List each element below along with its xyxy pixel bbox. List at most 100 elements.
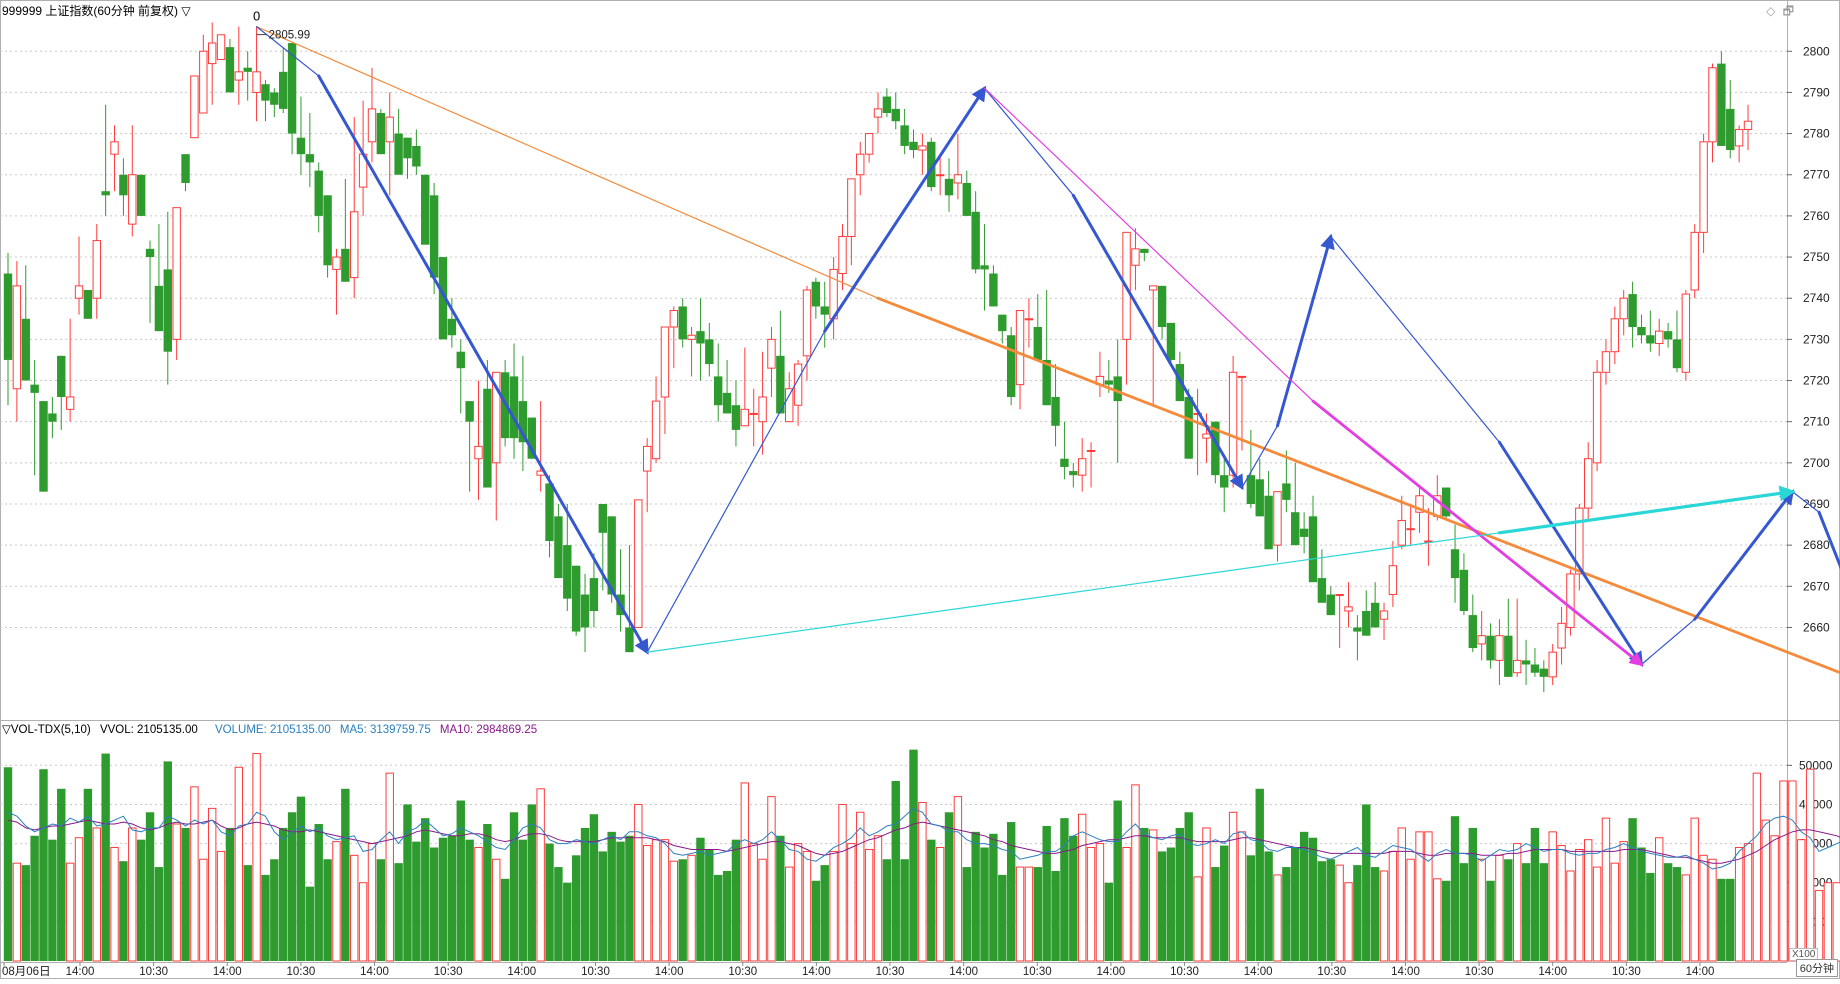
volume-bar [1060,818,1069,961]
volume-bar [154,867,164,961]
wave-line [1817,510,1840,570]
volume-bar [1477,858,1486,962]
volume-bar [1113,800,1122,961]
volume-bar [1805,768,1815,962]
volume-value: VOLUME: 2105135.00 [215,724,331,736]
wave-line [1330,235,1501,443]
candle-body [714,376,723,406]
volume-dropdown-icon[interactable]: ▽ [2,724,11,736]
candle-body [811,281,821,307]
candle-body [474,445,483,460]
candle-body [332,256,341,270]
volume-bar [1797,839,1806,962]
period-badge[interactable]: 60分钟 [1795,959,1838,977]
volume-bar [128,827,137,962]
volume-bar [1584,839,1593,962]
candle-body [1379,610,1389,620]
candle-body [856,153,865,176]
candle-body [1441,487,1451,517]
candle-body [30,384,39,393]
time-tick-label: 08月06日 [2,966,51,978]
volume-bar [1397,827,1406,962]
candle-body [758,396,767,423]
candle-body [65,396,75,410]
volume-bar [891,780,900,961]
volume-bar [1246,855,1256,961]
volume-bar [1166,847,1176,961]
volume-bar [873,835,883,962]
candle-body [367,108,377,143]
time-tick-label: 14:00 [802,966,831,978]
wave-line [646,532,1501,653]
volume-bar [1433,878,1442,962]
wave-line [1791,491,1820,513]
candle-body [607,516,616,595]
volume-bar [962,867,971,961]
candle-body [678,306,687,340]
volume-bar [998,874,1007,961]
price-tick-label: 2680 [1803,538,1830,552]
volume-bar [625,835,634,961]
candle-body [492,371,501,464]
diamond-icon[interactable]: ◇ [1766,4,1776,18]
volume-bar [136,839,146,961]
candle-body [1015,310,1025,386]
volume-bar [1610,862,1620,962]
volume-bar [1077,813,1087,962]
candle-body [740,408,750,427]
time-tick-label: 14:00 [360,966,389,978]
candle-body [1628,294,1637,328]
price-tick-label: 2660 [1803,620,1830,634]
candle-body [1486,635,1495,661]
candle-body [225,47,235,93]
candle-body [128,174,137,225]
volume-bar [376,859,386,961]
restore-window-icon[interactable]: 🗗 [1782,4,1794,18]
volume-bar [1220,845,1229,961]
volume-bar [421,818,430,961]
volume-bar [1743,843,1753,962]
volume-bar [1175,827,1185,961]
volume-bar [838,803,847,962]
volume-bar [847,843,856,962]
volume-bar [678,859,687,961]
volume-bar [545,843,554,961]
title-dropdown-icon[interactable]: ▽ [181,4,191,18]
volume-bar [1184,812,1193,961]
volume-bar [1131,784,1140,962]
volume-bar [332,841,341,962]
vvol-value: VVOL: 2105135.00 [99,724,198,736]
candle-body [421,174,430,245]
volume-bar [1344,882,1353,962]
wave-line [1275,233,1335,428]
wave-line [1311,399,1644,667]
volume-bar [1637,847,1646,961]
volume-bar [1699,854,1708,962]
candle-body [385,116,394,143]
candle-body [687,334,696,340]
candle-body [412,145,421,167]
candle-body [3,273,13,360]
candle-body [1477,635,1486,645]
volume-bar [341,788,350,961]
candle-body [1317,578,1327,603]
candle-body [1051,396,1060,426]
volume-bar [456,800,465,961]
candle-body [660,326,670,398]
candle-body [92,240,101,299]
candle-body [944,178,954,196]
ma10-line [7,819,1840,864]
volume-bar [39,769,48,961]
volume-bar [261,874,270,961]
volume-bar [1291,847,1300,961]
volume-bar [909,749,918,961]
ma5-value: MA5: 3139759.75 [339,724,431,736]
candle-body [589,578,599,611]
candle-body [1406,528,1415,531]
candle-body [1326,594,1335,616]
volume-bar [429,847,439,961]
volume-bar [314,824,323,961]
wave-line [1693,489,1795,621]
volume-bar [1521,863,1531,961]
volume-bar [296,796,306,961]
